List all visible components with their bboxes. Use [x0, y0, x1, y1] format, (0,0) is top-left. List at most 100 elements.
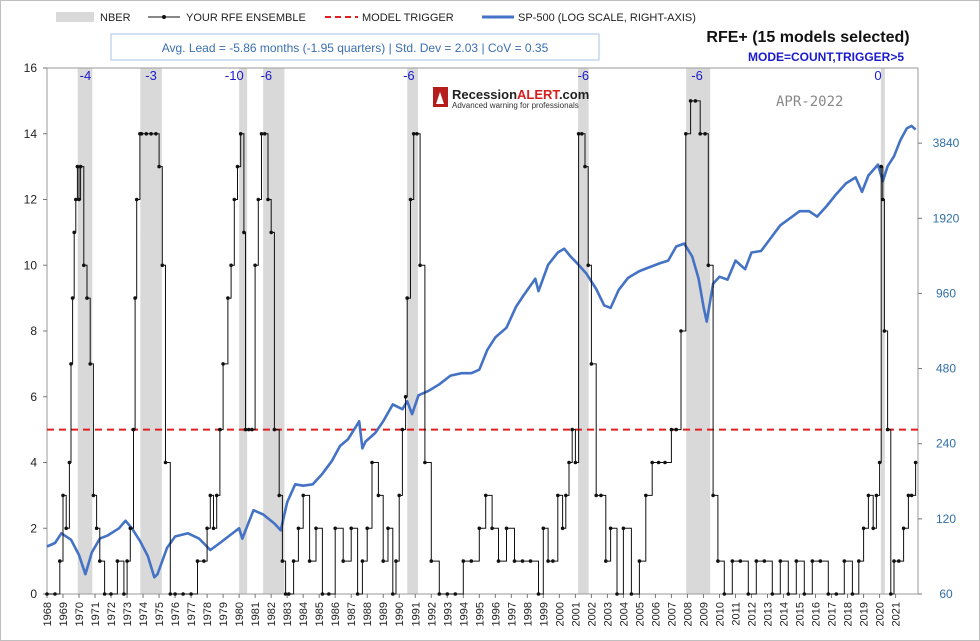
rfe-point [698, 132, 702, 136]
x-tick-label: 1983 [282, 602, 294, 626]
rfe-point [877, 460, 882, 465]
rfe-point [283, 592, 288, 596]
x-tick-label: 1986 [330, 602, 342, 626]
rfe-point [405, 296, 410, 300]
chart-title: RFE+ (15 models selected) [706, 29, 909, 46]
x-tick-label: 1984 [298, 602, 310, 626]
rfe-point [238, 132, 243, 136]
legend-label-sp500: SP-500 (LOG SCALE, RIGHT-AXIS) [518, 12, 696, 24]
x-tick-label: 2007 [666, 602, 678, 626]
x-tick-label: 1998 [522, 602, 534, 626]
lead-label: -6 [261, 68, 273, 83]
rfe-point [45, 592, 49, 596]
rfe-point [301, 493, 306, 498]
rfe-point [256, 197, 261, 202]
rfe-ensemble-series [45, 99, 918, 596]
x-tick-label: 2002 [586, 602, 598, 626]
rfe-point [226, 296, 230, 300]
rfe-point [580, 132, 584, 136]
rfe-point [262, 132, 267, 136]
rfe-point [546, 559, 550, 563]
rfe-point [154, 132, 158, 136]
rfe-point [730, 559, 735, 563]
rfe-point [160, 263, 165, 268]
x-tick-label: 1992 [426, 602, 438, 626]
chart-subtitle: MODE=COUNT,TRIGGER>5 [748, 50, 904, 64]
rfe-point [320, 592, 325, 596]
x-tick-label: 1968 [42, 602, 54, 626]
rfe-point [711, 493, 715, 498]
left-tick-label: 2 [30, 521, 37, 535]
rfe-point [567, 460, 571, 465]
rfe-point [381, 559, 386, 563]
x-tick-label: 1971 [90, 602, 102, 626]
legend-swatch-nber [56, 12, 94, 22]
left-axis: 0 2 4 6 8 10 12 14 16 [24, 61, 47, 601]
rfe-point [897, 559, 901, 563]
rfe-point [861, 526, 866, 531]
rfe-point [615, 592, 619, 596]
rfe-point [75, 164, 80, 169]
rfe-point [560, 526, 565, 531]
rfe-point [490, 526, 494, 531]
x-tick-label: 1991 [410, 602, 422, 626]
rfe-point [259, 132, 264, 136]
rfe-point [423, 460, 427, 465]
rfe-point [418, 263, 422, 268]
stats-text: Avg. Lead = -5.86 months (-1.95 quarters… [162, 41, 549, 55]
rfe-point [218, 427, 222, 432]
x-tick-label: 2009 [698, 602, 710, 626]
rfe-point [866, 493, 871, 498]
rfe-point [133, 296, 137, 300]
lead-label: -6 [403, 68, 415, 83]
rfe-point [589, 362, 594, 366]
rfe-point [355, 592, 360, 596]
rfe-point [520, 559, 525, 563]
rfe-point [360, 559, 365, 563]
legend: NBER YOUR RFE ENSEMBLE MODEL TRIGGER SP-… [56, 12, 696, 24]
x-tick-label: 2003 [602, 602, 614, 626]
rfe-point [78, 164, 83, 169]
rfe-point [349, 526, 354, 531]
right-tick-label: 480 [936, 362, 956, 376]
rfe-point [208, 493, 213, 498]
rfe-point [397, 493, 402, 498]
x-tick-label: 1980 [234, 602, 246, 626]
rfe-point [211, 526, 216, 531]
x-tick-label: 2004 [618, 602, 630, 626]
rfe-point [496, 559, 501, 563]
rfe-point [850, 592, 855, 596]
rfe-point [906, 493, 911, 498]
rfe-point [168, 592, 173, 596]
rfe-point [376, 493, 381, 498]
rfe-point [669, 427, 674, 432]
rfe-point [650, 460, 654, 465]
rfe-point [181, 592, 185, 596]
rfe-point [88, 362, 92, 366]
x-tick-label: 1976 [170, 602, 182, 626]
rfe-point [70, 296, 75, 300]
rfe-point [874, 493, 879, 498]
x-tick-label: 1997 [506, 602, 518, 626]
rfe-point [85, 296, 89, 300]
rfe-point [243, 427, 248, 432]
lead-label: -4 [80, 68, 92, 83]
rfe-point [556, 493, 560, 498]
rfe-point [536, 592, 541, 596]
rfe-point [684, 132, 688, 136]
rfe-point [280, 559, 285, 563]
rfe-point [594, 493, 598, 498]
sp500-series [46, 124, 917, 579]
rfe-point [61, 493, 65, 498]
lead-label: -10 [225, 68, 244, 83]
rfe-point [163, 460, 168, 465]
nber-band-6 [686, 68, 711, 594]
rfe-point [91, 493, 96, 498]
x-tick-label: 1996 [490, 602, 502, 626]
nber-band-2 [239, 68, 248, 594]
rfe-point [189, 592, 193, 596]
left-tick-label: 8 [30, 324, 37, 338]
left-tick-label: 16 [24, 61, 38, 75]
